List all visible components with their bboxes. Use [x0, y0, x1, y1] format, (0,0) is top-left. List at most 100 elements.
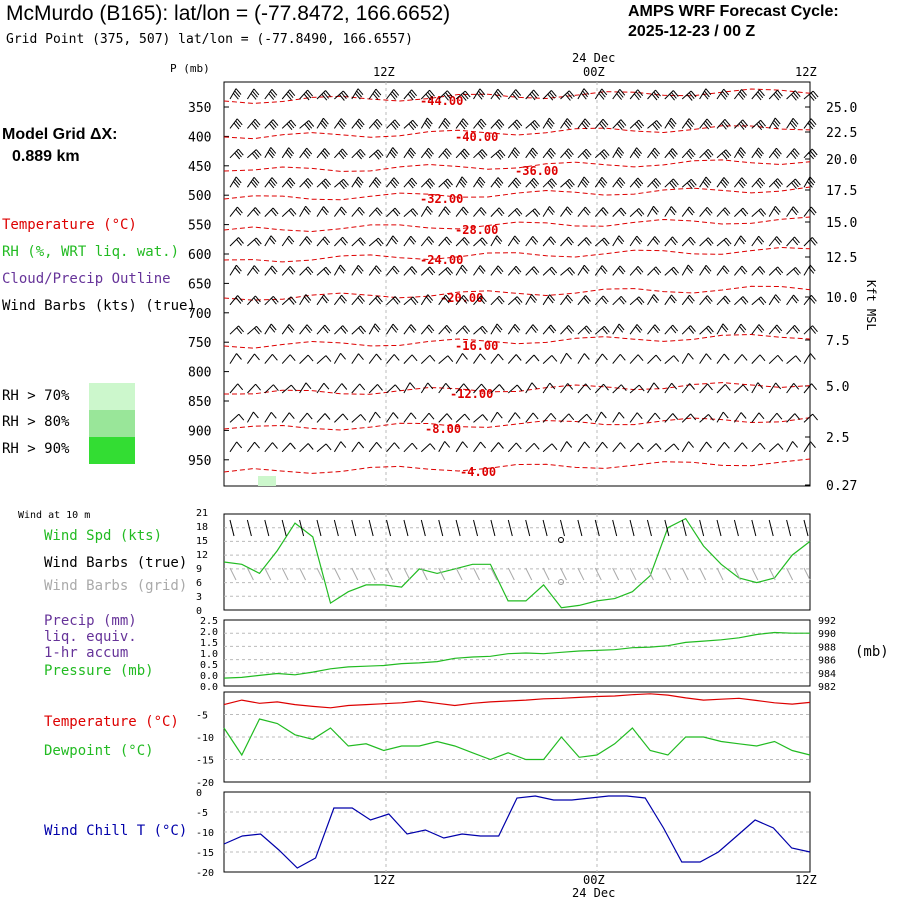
wind-barb-flag: [272, 207, 279, 215]
wind-10m-barb-grid: [403, 567, 411, 581]
wind-barb-flag: [357, 120, 363, 128]
wind-barb-flag: [687, 208, 694, 216]
wind-barb-flag: [288, 412, 295, 420]
wind-barb: [681, 352, 694, 364]
wind-barb-flag: [724, 118, 731, 126]
wind-barb-flag: [338, 266, 345, 274]
wind-barb-flag: [758, 298, 765, 306]
wind-barb-flag: [376, 441, 382, 449]
wind-barb-flag: [670, 238, 677, 246]
wind-barb-staff: [594, 88, 603, 100]
wind-barb-flag: [653, 294, 660, 301]
wind-barb-staff: [368, 118, 378, 129]
wind-barb-flag: [793, 148, 800, 155]
wind-barb-flag: [742, 119, 749, 127]
height-tick-label: 17.5: [826, 184, 857, 199]
wind-barb-flag: [775, 91, 781, 99]
wind-barb-staff: [768, 117, 776, 129]
wind-barb: [612, 265, 626, 276]
wind-barb-staff: [455, 237, 465, 247]
wind-barb-flag: [273, 384, 279, 392]
wind-barb: [264, 147, 277, 159]
wind-barb-flag: [479, 297, 485, 305]
wind-barb-flag: [808, 94, 815, 101]
wind-barb-flag: [688, 92, 695, 100]
wind-barb-flag: [585, 383, 591, 391]
wind-barb-flag: [547, 120, 554, 127]
wind-barb-flag: [565, 182, 571, 190]
wind-barb-flag: [289, 354, 296, 362]
wind-barb-flag: [564, 152, 571, 160]
wind-barb-flag: [496, 267, 502, 275]
wind-barb: [647, 120, 662, 131]
wind-barb-flag: [514, 147, 521, 154]
wind-barb: [368, 207, 383, 217]
temp-ytick: -20: [196, 778, 214, 789]
wind-barb-flag: [618, 121, 625, 128]
wind-barb-flag: [514, 235, 521, 243]
wind-barb-flag: [392, 412, 399, 419]
wind-barb-flag: [236, 441, 243, 449]
wind-barb-flag: [305, 205, 311, 213]
wind-barb-flag: [303, 181, 310, 189]
wind-barb-flag: [393, 354, 400, 361]
wind-barb-flag: [427, 205, 433, 213]
precip-ytick: 1.0: [200, 649, 218, 660]
isotherm-line: [223, 216, 811, 233]
wind-barb: [577, 206, 591, 217]
wind-barb-flag: [481, 383, 487, 391]
wind-barb-flag: [323, 180, 330, 188]
wind-barb-staff: [455, 294, 464, 306]
wind-barb-flag: [252, 179, 258, 186]
wind-barb-flag: [445, 382, 452, 390]
wind-barb-flag: [464, 90, 471, 98]
wind-barb-flag: [653, 91, 660, 99]
wind-barb-flag: [673, 178, 679, 186]
wind-barb-staff: [281, 89, 291, 100]
wind-barb: [733, 412, 747, 423]
wind-barb: [316, 266, 332, 276]
wind-barb-flag: [354, 92, 361, 100]
wind-barb-flag: [359, 295, 365, 302]
wind-barb: [316, 236, 331, 247]
wind-10m-barb-grid: [681, 567, 689, 581]
wind-barb-staff: [316, 117, 324, 129]
wind-barb-flag: [236, 353, 242, 360]
wind-barb: [490, 265, 504, 276]
wind-barb-flag: [533, 266, 540, 273]
wind-barb-flag: [792, 441, 798, 448]
wind-barb-flag: [755, 151, 761, 159]
wind-barb-flag: [793, 382, 800, 390]
wind-barb-flag: [569, 267, 575, 274]
wind-barb-flag: [429, 178, 435, 185]
wind-barb-flag: [723, 88, 730, 96]
wind-barb-flag: [290, 296, 297, 304]
wind-10m-barb-grid: [525, 567, 533, 581]
wind-barb-flag: [512, 123, 519, 130]
legend-rh90-swatch: [89, 437, 135, 464]
bottom-date-label: 24 Dec: [572, 886, 616, 900]
wind-barb: [438, 324, 453, 335]
wind-barb: [246, 176, 260, 188]
wind-barb: [681, 325, 696, 335]
wind-barb-flag: [356, 152, 362, 160]
wind-barb-flag: [253, 120, 259, 128]
wind-barb-staff: [507, 384, 518, 394]
wind-barb-flag: [498, 442, 504, 449]
wind-barb: [247, 207, 261, 217]
wind-barb: [490, 353, 504, 364]
wind-barb-staff: [629, 324, 638, 335]
wind-10m-barb: [403, 519, 409, 537]
wind-barb-flag: [460, 267, 467, 274]
wind-barb-flag: [235, 120, 241, 128]
wind-barb: [560, 413, 575, 423]
wind-barb: [438, 178, 453, 189]
wind-barb-flag: [494, 93, 501, 100]
precip-ytick: 2.5: [200, 616, 218, 627]
wind-10m-barb: [438, 519, 444, 537]
wind-barb-staff: [281, 296, 292, 306]
wind-barb-staff: [403, 147, 412, 159]
top-tick-12z-b: 12Z: [795, 65, 817, 79]
wind-barb-staff: [351, 265, 359, 276]
wind-barb: [560, 118, 573, 130]
